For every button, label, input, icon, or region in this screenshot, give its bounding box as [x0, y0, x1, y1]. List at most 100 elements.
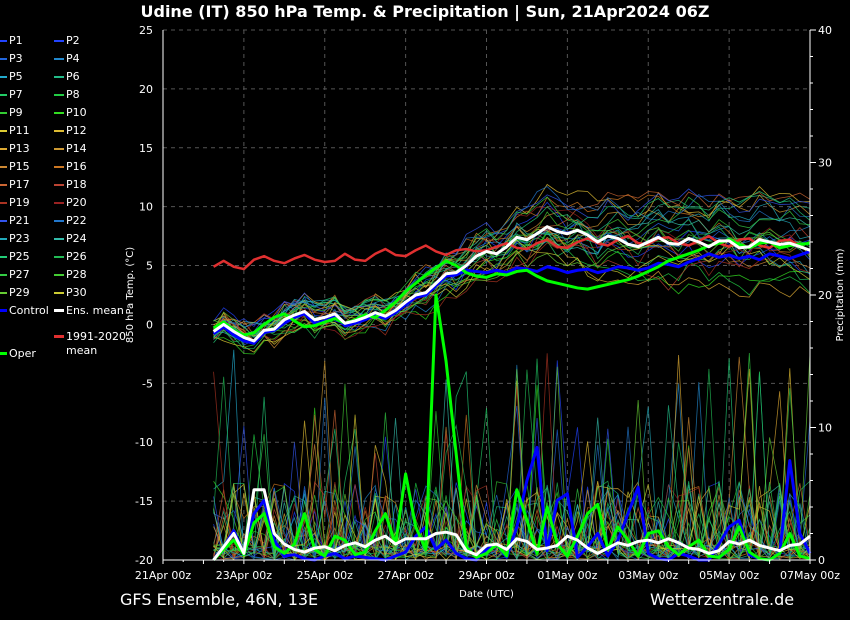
legend-label: P2 [66, 34, 80, 47]
legend-label: P25 [9, 250, 30, 263]
legend-item-p5: P5 [0, 70, 23, 83]
legend-label: P12 [66, 124, 87, 137]
legend-label: mean [66, 344, 98, 357]
y-tick-label: -20 [135, 554, 153, 567]
y-tick-label: -10 [135, 436, 153, 449]
legend-item-p13: P13 [0, 142, 30, 155]
legend-item-p6: P6 [54, 70, 80, 83]
legend-swatch [0, 352, 7, 355]
y-tick-label: 15 [139, 142, 153, 155]
legend-swatch [54, 309, 64, 312]
legend-swatch [0, 165, 7, 168]
legend-item-p20: P20 [54, 196, 87, 209]
legend-label: P20 [66, 196, 87, 209]
y-tick-label: 20 [139, 83, 153, 96]
legend-swatch [54, 255, 64, 258]
legend-swatch [54, 219, 64, 222]
legend-item-p10: P10 [54, 106, 87, 119]
legend-swatch [0, 129, 7, 132]
legend-swatch [54, 93, 64, 96]
ens-mean-precip-line [212, 488, 811, 561]
legend-label: P23 [9, 232, 30, 245]
legend-item-p12: P12 [54, 124, 87, 137]
legend-label: P10 [66, 106, 87, 119]
legend-label: Oper [9, 347, 36, 360]
legend-swatch [54, 201, 64, 204]
legend-swatch [54, 183, 64, 186]
y-tick-label: 10 [139, 201, 153, 214]
legend-swatch [54, 291, 64, 294]
member-temp-line [213, 196, 811, 344]
legend-label: P16 [66, 160, 87, 173]
legend-label: P11 [9, 124, 30, 137]
legend-item-p11: P11 [0, 124, 30, 137]
legend-item-p23: P23 [0, 232, 30, 245]
legend-item-p14: P14 [54, 142, 87, 155]
x-tick-label: 29Apr 00z [458, 569, 515, 582]
legend-item-ens-mean: Ens. mean [54, 304, 124, 317]
x-tick-label: 07May 00z [780, 569, 840, 582]
ens-mean-line [212, 225, 811, 343]
legend-label: P22 [66, 214, 87, 227]
legend-swatch [0, 57, 7, 60]
model-label: GFS Ensemble, 46N, 13E [120, 590, 319, 609]
legend-label: P17 [9, 178, 30, 191]
legend-swatch [54, 165, 64, 168]
legend-item-p4: P4 [54, 52, 80, 65]
legend-item-p30: P30 [54, 286, 87, 299]
legend-label: P8 [66, 88, 80, 101]
y2-tick-label: 30 [818, 157, 832, 170]
member-precip-line [213, 352, 811, 561]
clim-mean-line [212, 234, 811, 271]
legend-label: Ens. mean [66, 304, 124, 317]
legend-swatch [0, 183, 7, 186]
member-temp-line [213, 231, 811, 355]
y2-axis-label: Precipitation (mm) [835, 248, 846, 341]
legend-label: P7 [9, 88, 23, 101]
legend-swatch [54, 57, 64, 60]
legend-swatch [54, 129, 64, 132]
y2-tick-label: 10 [818, 422, 832, 435]
legend-swatch [54, 75, 64, 78]
x-tick-label: 21Apr 00z [135, 569, 192, 582]
chart-axes: 25 20 15 10 5 0 -5 -10 -15 -20 40 30 20 10 0 21Apr 00z 2… [125, 24, 846, 600]
legend-item-p3: P3 [0, 52, 23, 65]
legend-swatch [0, 93, 7, 96]
source-label: Wetterzentrale.de [650, 590, 795, 609]
legend-item-p24: P24 [54, 232, 87, 245]
x-tick-label: 27Apr 00z [377, 569, 434, 582]
legend-label: P19 [9, 196, 30, 209]
legend-label: P30 [66, 286, 87, 299]
x-tick-label: 01May 00z [537, 569, 597, 582]
legend-swatch [0, 75, 7, 78]
legend-swatch [0, 219, 7, 222]
legend-label: P15 [9, 160, 30, 173]
legend-label: P4 [66, 52, 80, 65]
legend-swatch [0, 237, 7, 240]
legend-label: P5 [9, 70, 23, 83]
legend-label: P1 [9, 34, 23, 47]
legend-swatch [54, 147, 64, 150]
legend-swatch [0, 39, 7, 42]
legend-item-p8: P8 [54, 88, 80, 101]
legend-swatch [0, 147, 7, 150]
legend-item-p1: P1 [0, 34, 23, 47]
legend-label: P29 [9, 286, 30, 299]
legend-item-p22: P22 [54, 214, 87, 227]
y-tick-label: -5 [142, 377, 153, 390]
y-tick-label: 5 [146, 260, 153, 273]
legend-swatch [0, 201, 7, 204]
legend-label: P27 [9, 268, 30, 281]
legend-item-p27: P27 [0, 268, 30, 281]
legend-label: P14 [66, 142, 87, 155]
legend-item-clim-mean: 1991-2020 [54, 330, 126, 343]
legend-label: P9 [9, 106, 23, 119]
member-precip-line [213, 385, 811, 560]
legend-swatch [54, 335, 64, 338]
legend-item-p15: P15 [0, 160, 30, 173]
member-temp-line [213, 194, 811, 338]
legend-item-p21: P21 [0, 214, 30, 227]
y2-tick-label: 20 [818, 289, 832, 302]
x-axis-label: Date (UTC) [459, 589, 514, 600]
legend-item-oper: Oper [0, 347, 36, 360]
